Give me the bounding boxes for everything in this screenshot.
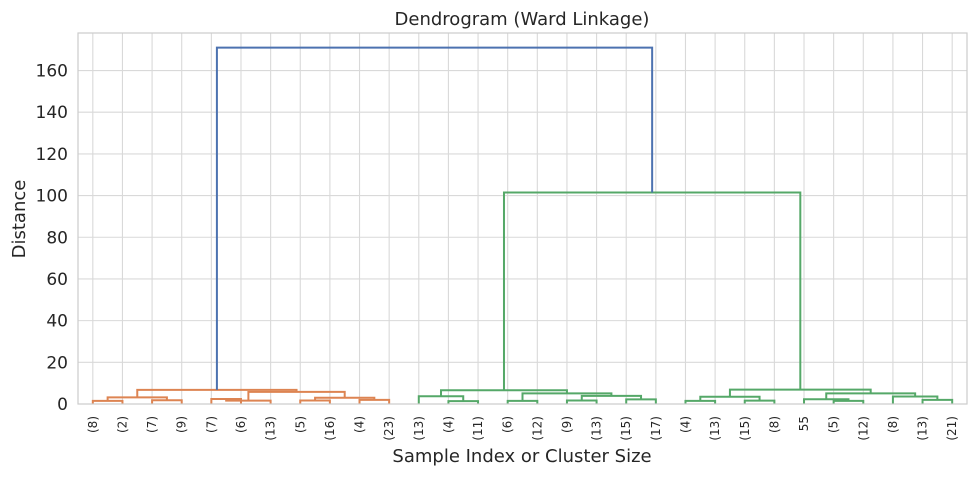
grid-layer [78,33,967,405]
x-tick-label: (7) [204,416,218,433]
chart-title: Dendrogram (Ward Linkage) [395,9,650,30]
y-tick-label: 160 [36,62,68,82]
x-tick-label: (4) [678,416,692,433]
x-axis-label: Sample Index or Cluster Size [392,446,651,467]
x-tick-label: (15) [619,416,633,441]
x-tick-label: (4) [441,416,455,433]
dendrogram-link [832,399,865,404]
y-axis-label: Distance [9,180,30,259]
dendrogram-link [625,398,657,404]
x-tick-label: (13) [264,416,278,441]
x-tick-label: (13) [708,416,722,441]
dendrogram-link [565,399,598,404]
x-tick-label: (15) [738,416,752,441]
y-tick-label: 0 [57,395,68,415]
x-tick-label: (23) [382,416,396,441]
x-tick-label: (9) [560,416,574,433]
y-tick-label: 140 [36,103,68,123]
dendrogram-link [215,46,654,390]
x-tick-label: (9) [175,416,189,433]
dendrogram-link [91,399,124,404]
y-tick-label: 20 [46,353,68,373]
dendrogram-link [684,399,717,404]
dendrogram-link [891,395,939,404]
dendrogram-link [136,388,298,398]
x-tick-label: (12) [856,416,870,441]
x-tick-label: (13) [412,416,426,441]
x-tick-label: (8) [767,416,781,433]
y-tick-label: 120 [36,145,68,165]
x-tick-label: (17) [649,416,663,441]
x-tick-label: (12) [530,416,544,441]
x-tick-label: (13) [916,416,930,441]
x-tick-label: (5) [293,416,307,433]
x-tick-label: (4) [353,416,367,433]
x-tick-label: (2) [115,416,129,433]
y-tick-label: 80 [46,228,68,248]
x-tick-label: (16) [323,416,337,441]
x-tick-label: (7) [145,416,159,433]
x-tick-label: (6) [501,416,515,433]
x-tick-label: (5) [827,416,841,433]
dendrogram-link [728,388,872,397]
y-tick-labels: 0 20 40 60 80 100 120 140 160 [36,62,68,415]
y-tick-label: 60 [46,270,68,290]
dendrogram-link [506,399,539,404]
x-tick-label: (21) [945,416,959,441]
x-tick-labels: (8) (2) (7) (9) (7) (6) (13) (5) (16) (4) (23) (13)… [86,416,959,441]
y-tick-label: 40 [46,312,68,332]
plot-frame [77,32,968,405]
dendrogram-link [440,389,568,397]
y-tick-label: 100 [36,187,68,207]
dendrogram-link [299,399,331,404]
x-tick-label: (11) [471,416,485,441]
x-tick-label: 55 [797,416,811,431]
x-tick-label: (13) [590,416,604,441]
x-tick-label: (8) [86,416,100,433]
dendrogram-link [502,191,802,391]
link-layer [91,46,954,404]
x-tick-label: (8) [886,416,900,433]
x-tick-label: (6) [234,416,248,433]
